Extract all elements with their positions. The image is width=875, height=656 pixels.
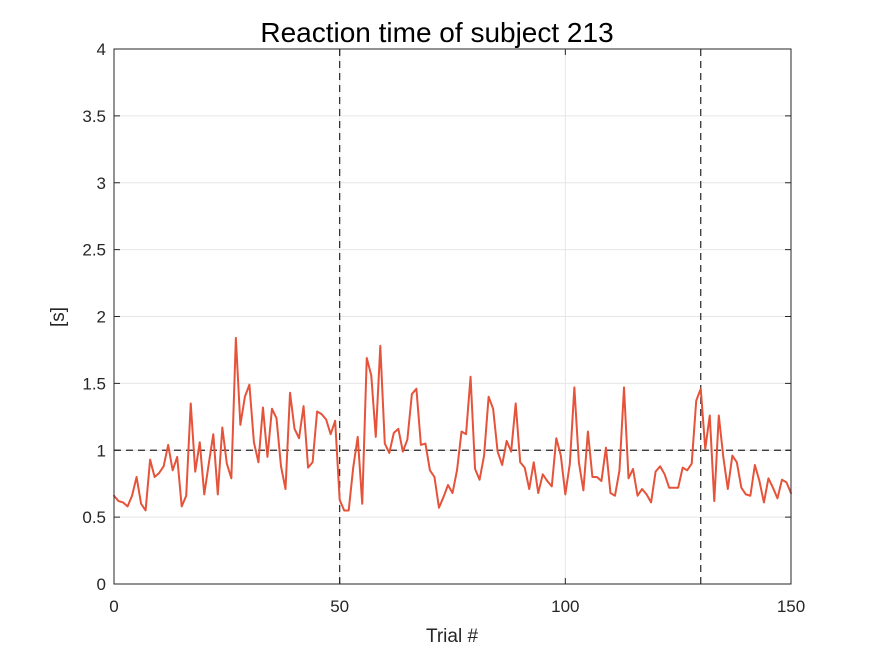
y-tick-label: 0	[97, 575, 106, 594]
x-tick-label: 150	[777, 597, 805, 616]
y-tick-label: 2.5	[82, 241, 106, 260]
y-tick-label: 3	[97, 174, 106, 193]
x-tick-label: 50	[330, 597, 349, 616]
y-axis-label: [s]	[48, 307, 69, 327]
x-tick-label: 0	[109, 597, 118, 616]
x-axis-label: Trial #	[426, 626, 479, 647]
tick-marks	[113, 48, 792, 585]
y-tick-label: 4	[97, 40, 106, 59]
x-tick-labels: 0 50 100 150	[109, 597, 805, 616]
x-tick-label: 100	[551, 597, 579, 616]
plot-area	[113, 48, 792, 585]
y-tick-labels: 0 0.5 1 1.5 2 2.5 3 3.5 4	[82, 40, 106, 594]
series-layer	[113, 336, 792, 512]
chart-title: Reaction time of subject 213	[260, 17, 613, 48]
y-tick-label: 2	[97, 308, 106, 327]
y-tick-label: 1.5	[82, 374, 106, 393]
y-tick-label: 3.5	[82, 107, 106, 126]
y-tick-label: 1	[97, 441, 106, 460]
reaction-time-line	[113, 336, 792, 512]
y-tick-label: 0.5	[82, 508, 106, 527]
